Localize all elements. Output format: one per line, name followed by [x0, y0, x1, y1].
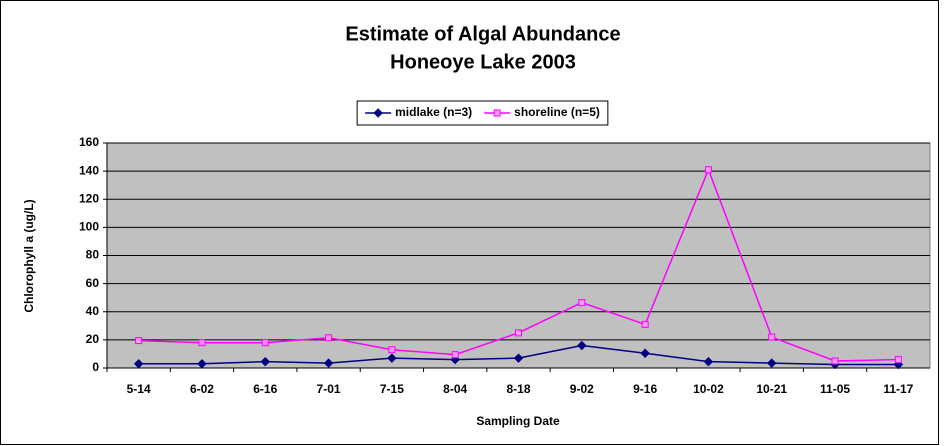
data-point: [198, 339, 206, 347]
data-point: [515, 329, 522, 337]
x-axis-label: Sampling Date: [476, 414, 560, 428]
legend-marker: [493, 109, 501, 117]
data-point: [641, 320, 649, 328]
data-point: [261, 339, 269, 347]
data-point: [894, 356, 902, 364]
data-point: [703, 356, 714, 367]
data-point: [260, 356, 270, 367]
chart-title: Estimate of Algal Abundance: [345, 23, 620, 45]
y-tick-label: 0: [92, 360, 99, 374]
x-tick-label: 5-14: [127, 382, 151, 396]
data-point: [323, 358, 334, 368]
y-axis-label: Chlorophyll a (ug/L): [22, 199, 36, 312]
x-tick-label: 9-16: [633, 382, 657, 396]
data-point: [578, 299, 586, 307]
y-tick-label: 60: [86, 276, 100, 290]
x-tick-label: 6-16: [253, 382, 277, 396]
x-tick-label: 8-04: [443, 382, 467, 396]
legend-label: midlake (n=3): [395, 105, 472, 119]
y-tick-label: 20: [86, 332, 100, 346]
data-point: [388, 346, 396, 354]
x-tick-label: 10-21: [756, 382, 787, 396]
data-point: [513, 353, 524, 363]
chart-subtitle: Honeoye Lake 2003: [390, 51, 576, 73]
y-tick-label: 120: [79, 191, 99, 205]
data-point: [831, 357, 839, 365]
data-point: [451, 351, 459, 359]
data-point: [767, 358, 777, 368]
x-tick-label: 11-05: [820, 382, 850, 396]
x-tick-label: 11-17: [883, 382, 913, 396]
x-tick-label: 9-02: [570, 382, 594, 396]
y-tick-label: 40: [86, 304, 100, 318]
data-point: [640, 348, 650, 358]
y-tick-label: 160: [79, 135, 99, 149]
legend-label: shoreline (n=5): [514, 105, 600, 119]
legend-box: [356, 100, 609, 126]
y-tick-label: 140: [79, 163, 99, 177]
legend: midlake (n=3) shoreline (n=5): [356, 100, 609, 126]
data-point: [387, 353, 397, 363]
y-tick-label: 80: [86, 248, 100, 262]
data-point: [577, 340, 587, 351]
data-point: [768, 333, 776, 341]
data-point: [893, 359, 904, 370]
data-point: [133, 359, 144, 369]
legend-marker: [373, 108, 383, 118]
y-tick-label: 100: [79, 220, 99, 234]
data-point: [135, 337, 143, 345]
data-point: [197, 359, 207, 369]
x-tick-label: 6-02: [190, 382, 214, 396]
x-tick-label: 7-15: [380, 382, 404, 396]
data-point: [704, 166, 712, 174]
x-tick-label: 10-02: [693, 382, 724, 396]
x-tick-label: 7-01: [317, 382, 341, 396]
x-tick-label: 8-18: [506, 382, 530, 396]
data-point: [325, 334, 333, 342]
